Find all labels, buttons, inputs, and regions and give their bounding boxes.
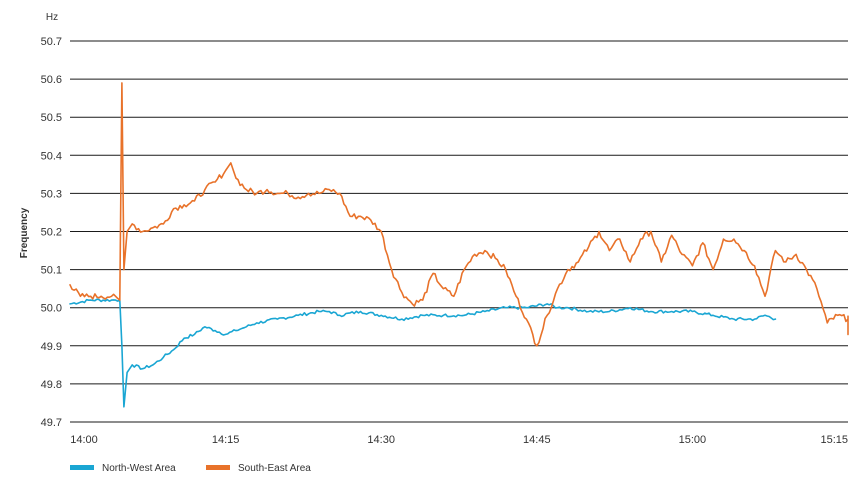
y-tick-label: 50.6 — [41, 74, 62, 86]
x-tick-labels: 14:00 14:15 14:30 14:45 15:00 15:15 — [70, 434, 848, 446]
legend-swatch-south-east — [206, 465, 230, 470]
x-tick-label: 15:15 — [820, 434, 848, 446]
series-layer — [69, 82, 849, 408]
grid-layer — [70, 40, 848, 423]
y-tick-label: 50.4 — [41, 150, 62, 162]
legend: North-West Area South-East Area — [70, 463, 311, 474]
y-tick-label: 50.0 — [41, 303, 62, 315]
y-tick-labels: 49.7 49.8 49.9 50.0 50.1 50.2 50.3 50.4 50.5 50.6… — [41, 36, 62, 429]
y-axis-title: Frequency — [19, 207, 30, 258]
x-tick-label: 14:30 — [367, 434, 395, 446]
y-tick-label: 50.1 — [41, 265, 62, 277]
y-tick-label: 49.9 — [41, 341, 62, 353]
y-tick-label: 50.5 — [41, 112, 62, 124]
x-tick-label: 14:15 — [212, 434, 240, 446]
x-tick-label: 14:45 — [523, 434, 551, 446]
x-tick-label: 15:00 — [679, 434, 707, 446]
y-tick-label: 49.7 — [41, 417, 62, 429]
legend-label-north-west: North-West Area — [102, 463, 176, 474]
x-tick-label: 14:00 — [70, 434, 98, 446]
legend-swatch-north-west — [70, 465, 94, 470]
legend-label-south-east: South-East Area — [238, 463, 311, 474]
series-line-north-west — [69, 298, 777, 408]
y-unit-label: Hz — [46, 12, 58, 23]
y-tick-label: 50.3 — [41, 188, 62, 200]
y-tick-label: 50.7 — [41, 36, 62, 48]
y-tick-label: 49.8 — [41, 379, 62, 391]
series-line-south-east — [69, 82, 849, 347]
y-tick-label: 50.2 — [41, 227, 62, 239]
